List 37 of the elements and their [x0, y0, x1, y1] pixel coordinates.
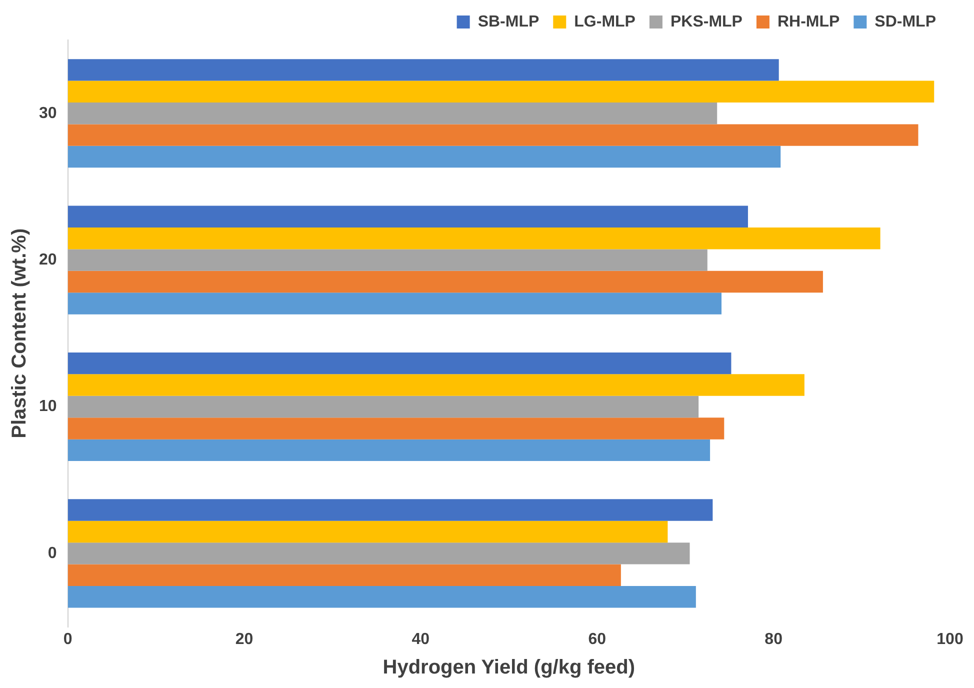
bar [68, 206, 748, 228]
x-tick-label: 20 [235, 630, 254, 648]
bar [68, 352, 732, 374]
x-tick-label: 80 [764, 630, 783, 648]
x-tick-label: 60 [588, 630, 606, 648]
x-tick-label: 40 [412, 630, 430, 648]
legend-label: SD-MLP [874, 13, 936, 30]
bar [68, 499, 713, 521]
bar [68, 520, 668, 543]
bar [68, 59, 779, 81]
bar [68, 124, 918, 146]
x-tick-label: 100 [936, 630, 964, 648]
y-axis-title: Plastic Content (wt.%) [8, 228, 31, 438]
bar [68, 564, 621, 586]
bar [68, 418, 724, 440]
bar [68, 249, 708, 271]
bar [68, 270, 823, 293]
legend-label: PKS-MLP [670, 13, 743, 30]
y-tick-label: 30 [39, 104, 57, 122]
y-tick-label: 0 [48, 544, 57, 562]
bar [68, 439, 710, 462]
bar [68, 542, 690, 564]
x-tick-label: 0 [63, 630, 72, 648]
y-tick-label: 10 [39, 398, 57, 416]
legend-label: RH-MLP [777, 13, 840, 30]
bar [68, 396, 699, 418]
bar [68, 146, 781, 168]
legend-label: LG-MLP [574, 13, 636, 30]
bar [68, 292, 722, 314]
bar [68, 80, 934, 102]
legend-label: SB-MLP [478, 13, 540, 30]
x-axis-title: Hydrogen Yield (g/kg feed) [382, 656, 636, 679]
y-tick-label: 20 [39, 251, 57, 268]
bar [68, 374, 804, 396]
bar [68, 227, 880, 250]
bar [68, 102, 718, 124]
bar [68, 586, 696, 608]
